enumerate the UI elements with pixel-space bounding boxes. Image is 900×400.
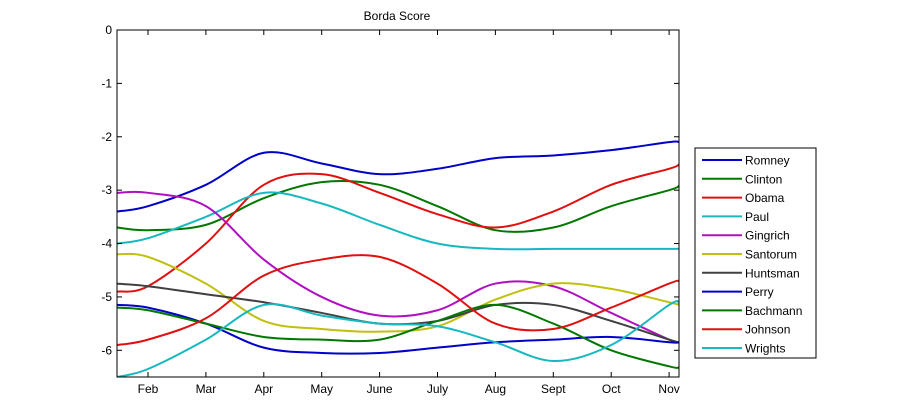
legend-label: Johnson [745,323,790,337]
series-line-clinton [117,179,679,233]
x-tick-label: Apr [254,382,273,396]
y-axis: 0 -1 -2 -3 -4 -5 -6 [101,23,679,357]
legend-label: Huntsman [745,266,800,280]
chart-title: Borda Score [364,9,431,23]
legend-label: Perry [745,285,774,299]
legend-label: Paul [745,210,769,224]
series-line-huntsman [117,282,679,344]
x-tick-label: Nov [658,382,679,396]
x-tick-label: June [367,382,393,396]
series-line-romney [117,140,679,213]
series-line-obama [117,163,679,293]
plot-lines [117,140,679,377]
legend-label: Romney [745,154,790,168]
x-axis: Feb Mar Apr May June July Aug Sept Oct Nov [138,30,680,396]
x-tick-label: Sept [541,382,566,396]
y-tick-label: 0 [105,23,112,37]
y-tick-label: -3 [101,183,112,197]
y-tick-label: -5 [101,290,112,304]
plot-frame [116,29,680,378]
legend-label: Obama [745,191,785,205]
x-tick-label: July [427,382,448,396]
legend-label: Clinton [745,172,782,186]
legend: Romney Clinton Obama Paul Gingrich Santorum Hu… [694,147,817,359]
series-line-johnson [117,254,679,346]
y-tick-label: -4 [101,237,112,251]
x-tick-label: May [310,382,333,396]
y-tick-label: -6 [101,343,112,357]
series-line-gingrich [117,190,679,344]
x-tick-label: Aug [485,382,506,396]
series-line-wrights [117,300,679,377]
legend-label: Gingrich [745,229,790,243]
legend-label: Bachmann [745,304,802,318]
x-tick-label: Feb [138,382,159,396]
legend-label: Wrights [745,342,785,356]
x-tick-label: Oct [602,382,621,396]
legend-label: Santorum [745,248,797,262]
y-tick-label: -1 [101,76,112,90]
y-tick-label: -2 [101,130,112,144]
series-line-bachmann [117,303,679,369]
series-line-perry [117,303,679,355]
series-line-paul [117,191,679,251]
x-tick-label: Mar [196,382,217,396]
